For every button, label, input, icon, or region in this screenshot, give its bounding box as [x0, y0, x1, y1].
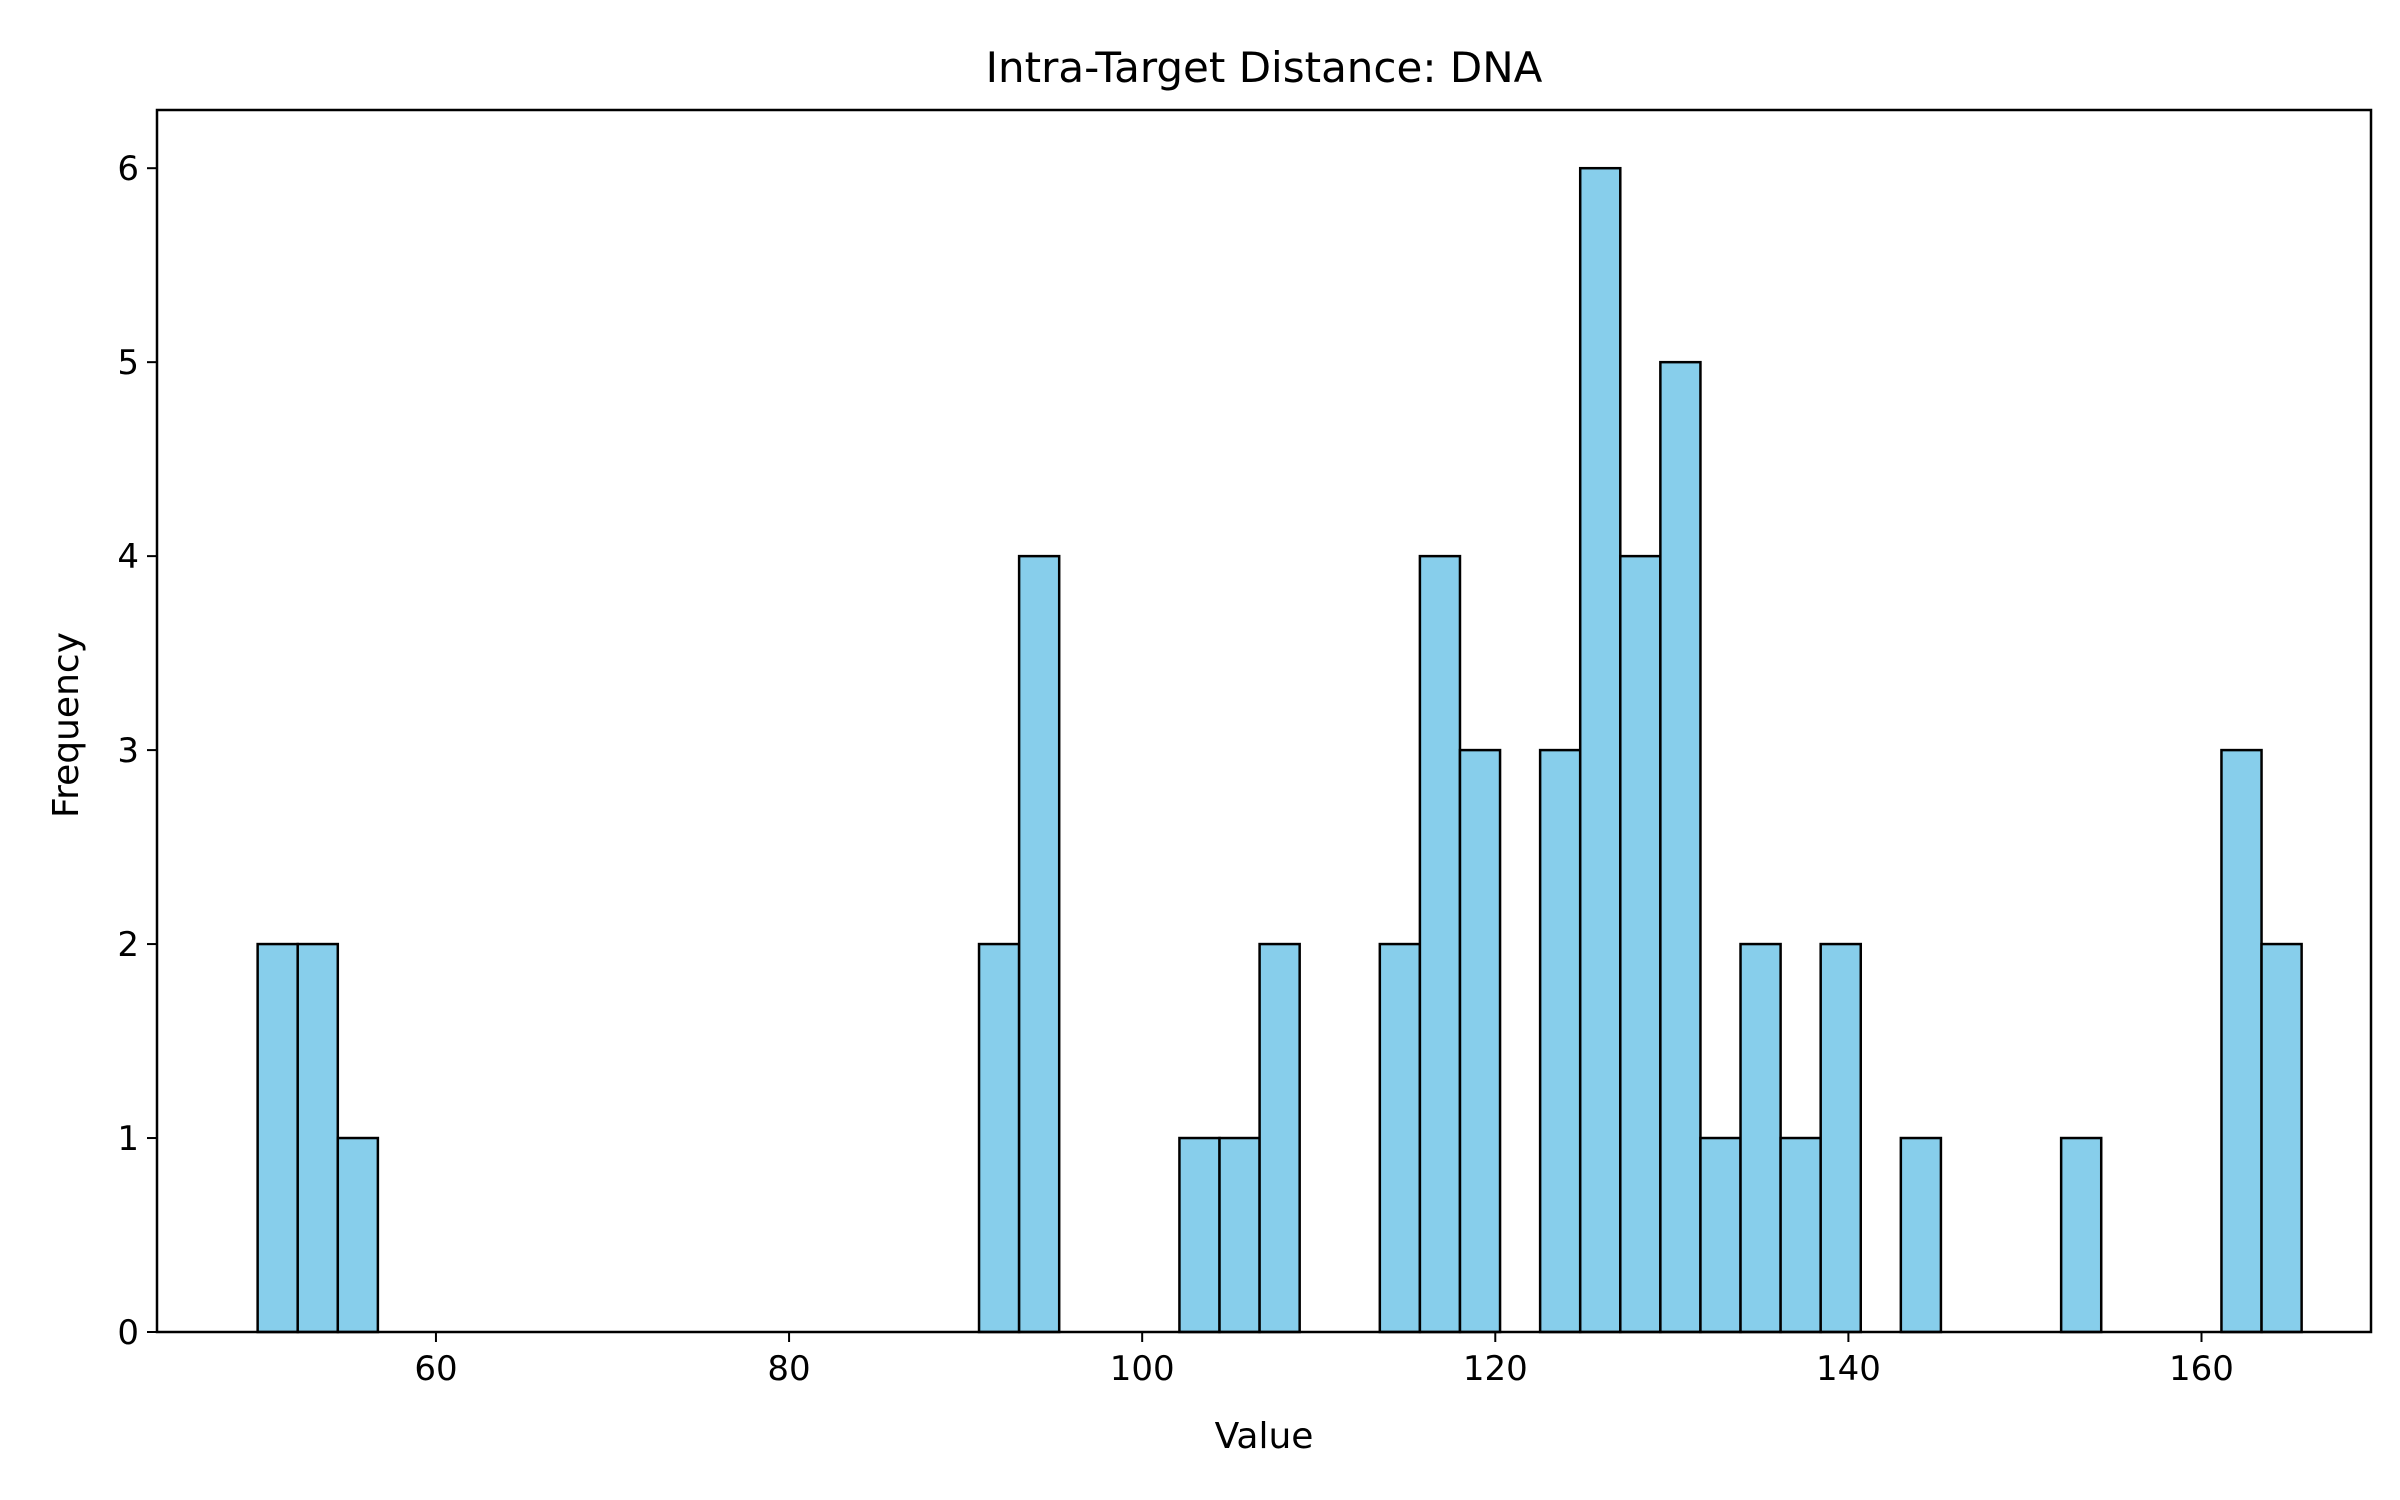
- plot-frame: [155, 108, 2373, 1334]
- histogram-bar: [1458, 748, 1502, 1334]
- histogram-bar: [2260, 942, 2303, 1334]
- histogram-bar: [1017, 554, 1061, 1334]
- histogram-bar: [1699, 1136, 1742, 1334]
- bars-layer: [256, 166, 2303, 1334]
- histogram-bar: [1619, 554, 1662, 1334]
- histogram-bar: [1178, 1136, 1221, 1334]
- x-tick-label: 80: [767, 1349, 810, 1389]
- histogram-bar: [977, 942, 1021, 1334]
- histogram-bar: [256, 942, 299, 1334]
- y-tick-label: 1: [117, 1119, 139, 1159]
- histogram-bar: [1659, 360, 1702, 1334]
- y-tick-label: 4: [117, 537, 139, 577]
- histogram-bar: [2220, 748, 2263, 1334]
- y-tick-label: 0: [117, 1313, 139, 1353]
- y-tick-label: 2: [117, 925, 139, 965]
- ticks-layer: 60 80 100 120 140 160 0 1 2 3 4 5 6: [117, 149, 2234, 1389]
- histogram-bar: [296, 942, 340, 1334]
- y-tick-label: 6: [117, 149, 139, 189]
- y-axis-label: Frequency: [46, 632, 87, 818]
- x-axis-label: Value: [1215, 1416, 1314, 1457]
- x-tick-label: 60: [414, 1349, 457, 1389]
- histogram-bar: [1578, 166, 1622, 1334]
- histogram-bar: [336, 1136, 380, 1334]
- chart-title: Intra-Target Distance: DNA: [986, 43, 1543, 92]
- histogram-bar: [1378, 942, 1422, 1334]
- histogram-bar: [1899, 1136, 1943, 1334]
- histogram-bar: [1538, 748, 1582, 1334]
- histogram-bar: [2059, 1136, 2103, 1334]
- x-tick-label: 120: [1463, 1349, 1528, 1389]
- histogram-bar: [1258, 942, 1301, 1334]
- x-tick-label: 140: [1816, 1349, 1881, 1389]
- histogram-bar: [1739, 942, 1782, 1334]
- histogram-bar: [1418, 554, 1462, 1334]
- y-tick-label: 5: [117, 343, 139, 383]
- y-tick-label: 3: [117, 731, 139, 771]
- histogram-bar: [1819, 942, 1863, 1334]
- histogram-bar: [1218, 1136, 1261, 1334]
- x-tick-label: 160: [2169, 1349, 2234, 1389]
- histogram-bar: [1779, 1136, 1822, 1334]
- x-tick-label: 100: [1110, 1349, 1175, 1389]
